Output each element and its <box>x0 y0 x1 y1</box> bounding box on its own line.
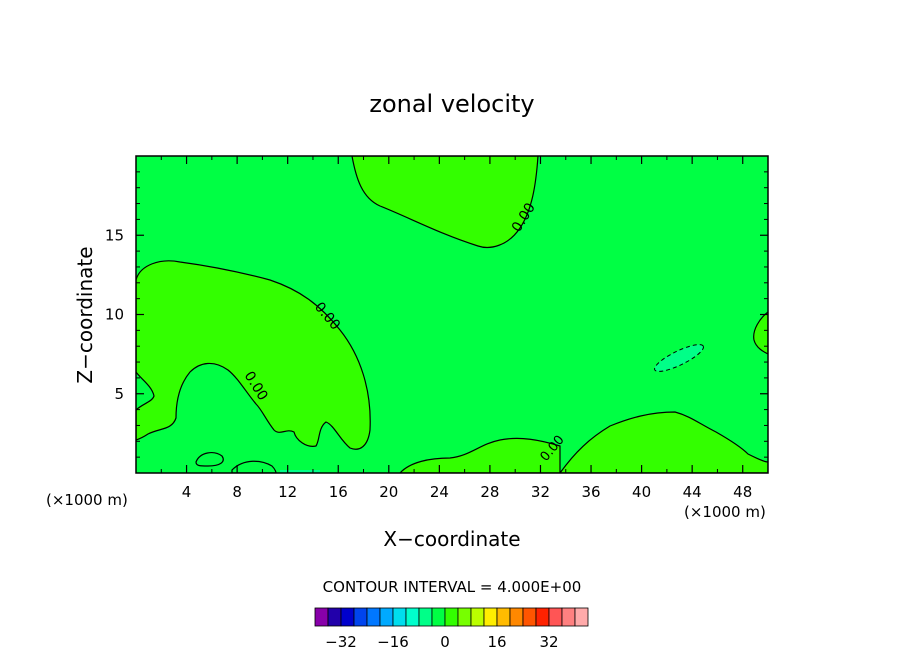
colorbar-swatch <box>379 607 394 627</box>
colorbar-swatch <box>548 607 563 627</box>
x-unit-right: (×1000 m) <box>684 503 766 521</box>
x-tick-label: 24 <box>430 483 449 501</box>
colorbar-swatch <box>509 607 524 627</box>
y-tick-label: 15 <box>105 226 124 244</box>
x-tick-label: 32 <box>531 483 550 501</box>
colorbar-tick-label: 0 <box>440 633 450 651</box>
colorbar-swatch <box>496 607 511 627</box>
chart-title: zonal velocity <box>369 90 534 118</box>
x-ticks: 4 8 12 16 20 24 28 32 36 40 44 48 <box>160 156 752 501</box>
colorbar-swatch <box>405 607 420 627</box>
x-axis-label: X−coordinate <box>383 527 520 551</box>
colorbar-swatch <box>535 607 550 627</box>
y-tick-label: 5 <box>114 385 124 403</box>
colorbar-swatch <box>327 607 342 627</box>
colorbar-swatch <box>353 607 368 627</box>
y-axis-label: Z−coordinate <box>73 246 97 383</box>
colorbar-swatch <box>340 607 355 627</box>
colorbar-swatch <box>444 607 459 627</box>
x-tick-label: 8 <box>232 483 242 501</box>
x-tick-label: 40 <box>632 483 651 501</box>
colorbar-tick-label: 16 <box>487 633 506 651</box>
colorbar-ticks: −32 −16 0 16 32 <box>325 633 558 651</box>
negative-region-ellipse <box>654 344 704 372</box>
x-tick-label: 36 <box>581 483 600 501</box>
contour-fills <box>136 156 768 473</box>
colorbar-swatch <box>457 607 472 627</box>
colorbar-swatch <box>366 607 381 627</box>
colorbar-swatch <box>483 607 498 627</box>
positive-region-right-edge <box>753 311 768 355</box>
colorbar-swatch <box>431 607 446 627</box>
colorbar-tick-label: −16 <box>377 633 409 651</box>
colorbar-tick-label: −32 <box>325 633 357 651</box>
y-tick-label: 10 <box>105 306 124 324</box>
contour-interval: CONTOUR INTERVAL = 4.000E+00 <box>323 578 582 596</box>
colorbar-swatch <box>418 607 433 627</box>
colorbar-swatch <box>574 607 589 627</box>
positive-region-left <box>136 260 371 450</box>
colorbar-swatch <box>470 607 485 627</box>
colorbar <box>314 607 589 627</box>
colorbar-tick-label: 32 <box>539 633 558 651</box>
y-ticks: 5 10 15 <box>105 171 768 458</box>
x-tick-label: 20 <box>379 483 398 501</box>
bottom-left-pocket <box>195 452 224 467</box>
colorbar-swatch <box>522 607 537 627</box>
colorbar-swatch <box>314 607 329 627</box>
x-tick-label: 48 <box>733 483 752 501</box>
x-tick-label: 16 <box>329 483 348 501</box>
x-tick-label: 4 <box>182 483 192 501</box>
colorbar-swatch <box>561 607 576 627</box>
positive-region-bottom-strip <box>399 437 561 473</box>
x-tick-label: 44 <box>683 483 702 501</box>
plot-area: 0.00 0.00 0.00 0.00 4 8 12 16 20 24 28 32 36 40 44… <box>105 155 769 501</box>
positive-region-top <box>351 156 539 249</box>
x-unit-left: (×1000 m) <box>46 491 128 509</box>
positive-region-bottom-right <box>559 411 768 473</box>
colorbar-swatch <box>392 607 407 627</box>
x-tick-label: 28 <box>480 483 499 501</box>
x-tick-label: 12 <box>278 483 297 501</box>
